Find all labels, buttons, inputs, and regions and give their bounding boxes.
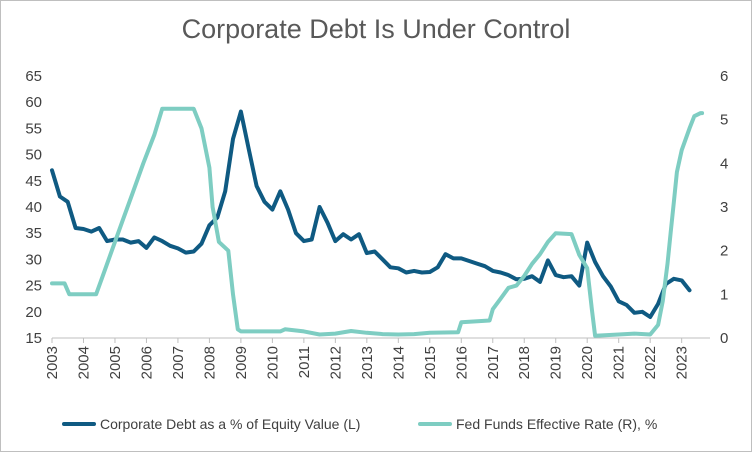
y-left-tick-label: 40	[25, 199, 42, 216]
series-line-2	[50, 106, 705, 338]
x-tick-label: 2008	[201, 346, 218, 379]
legend-label-1: Corporate Debt as a % of Equity Value (L…	[100, 416, 360, 432]
y-left-tick-label: 50	[25, 147, 42, 164]
x-tick-label: 2004	[75, 346, 92, 379]
chart-title: Corporate Debt Is Under Control	[181, 14, 571, 44]
y-left-tick-label: 15	[25, 330, 42, 347]
x-tick-label: 2007	[170, 346, 187, 379]
y-left-tick-label: 55	[25, 120, 42, 137]
y-left-tick-label: 30	[25, 251, 42, 268]
series-line-1	[50, 109, 692, 319]
y-left-tick-label: 25	[25, 278, 42, 295]
y-right-tick-label: 2	[720, 243, 728, 260]
y-left-tick-label: 65	[25, 68, 42, 85]
x-tick-label: 2012	[327, 346, 344, 379]
y-right-tick-label: 1	[720, 286, 728, 303]
x-tick-label: 2017	[485, 346, 502, 379]
y-right-tick-label: 6	[720, 68, 728, 85]
y-right-tick-label: 3	[720, 199, 728, 216]
x-tick-label: 2023	[674, 346, 691, 379]
y-right-tick-label: 5	[720, 112, 728, 129]
x-tick-label: 2006	[138, 346, 155, 379]
x-tick-label: 2022	[642, 346, 659, 379]
legend-label-2: Fed Funds Effective Rate (R), %	[456, 416, 657, 432]
y-axis-right: 0 1 2 3 4 5 6	[720, 68, 728, 347]
x-tick-label: 2005	[107, 346, 124, 379]
x-tick-label: 2015	[422, 346, 439, 379]
y-left-tick-label: 20	[25, 304, 42, 321]
x-tick-label: 2009	[233, 346, 250, 379]
x-tick-label: 2018	[516, 346, 533, 379]
x-tick-label: 2011	[296, 346, 313, 378]
x-tick-label: 2020	[579, 346, 596, 379]
y-right-tick-label: 4	[720, 155, 728, 172]
series-lines	[50, 106, 705, 338]
x-tick-label: 2013	[359, 346, 376, 379]
x-tick-label: 2021	[611, 346, 628, 379]
y-left-tick-label: 35	[25, 225, 42, 242]
y-right-tick-label: 0	[720, 330, 728, 347]
y-left-tick-label: 60	[25, 94, 42, 111]
y-axis-left: 15 20 25 30 35 40 45 50 55 60 65	[25, 68, 42, 347]
x-tick-label: 2014	[390, 346, 407, 379]
x-axis-ticks: 2003 2004 2005 2006 2007 2008 2009 2010 2011 2012…	[44, 338, 691, 379]
legend: Corporate Debt as a % of Equity Value (L…	[62, 416, 657, 432]
y-left-tick-label: 45	[25, 173, 42, 190]
x-tick-label: 2010	[264, 346, 281, 379]
x-tick-label: 2019	[548, 346, 565, 379]
x-tick-label: 2016	[453, 346, 470, 379]
x-tick-label: 2003	[44, 346, 61, 379]
